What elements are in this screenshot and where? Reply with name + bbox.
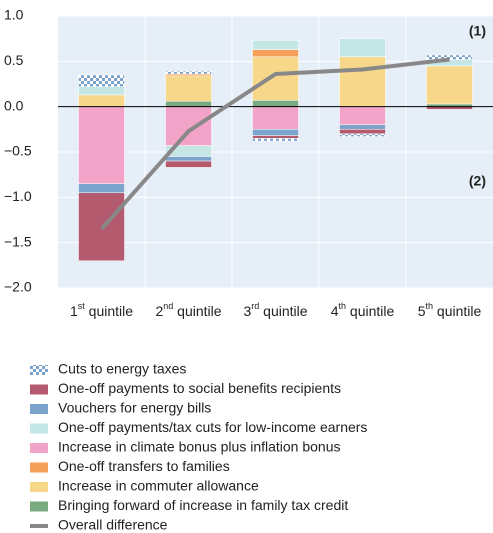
bar-segment bbox=[252, 129, 299, 136]
bar-segment bbox=[339, 106, 386, 126]
bar-segment bbox=[252, 135, 299, 139]
legend-label: One-off payments/tax cuts for low-income… bbox=[58, 419, 367, 435]
x-tick-label: 1st quintile bbox=[70, 301, 133, 318]
bar-segment bbox=[252, 49, 299, 58]
legend-item: Increase in climate bonus plus inflation… bbox=[30, 439, 341, 455]
bar-segment bbox=[252, 106, 299, 130]
line bbox=[100, 57, 450, 231]
legend-item: Vouchers for energy bills bbox=[30, 400, 211, 416]
bar-segment bbox=[339, 56, 386, 107]
legend-item: One-off payments to social benefits reci… bbox=[30, 380, 341, 396]
bar-segment bbox=[426, 65, 473, 105]
annotation: (1) bbox=[469, 23, 486, 39]
legend-label: Bringing forward of increase in family t… bbox=[58, 497, 348, 513]
bar-segment bbox=[252, 138, 299, 142]
bar-segment bbox=[339, 124, 386, 130]
bar-segment bbox=[252, 40, 299, 50]
y-tick-label: 0.5 bbox=[4, 52, 24, 68]
legend-item: Overall difference bbox=[30, 517, 168, 533]
legend-swatch bbox=[30, 423, 48, 434]
legend-swatch bbox=[30, 443, 48, 453]
legend-label: Cuts to energy taxes bbox=[58, 361, 186, 377]
legend-label: Increase in climate bonus plus inflation… bbox=[58, 439, 341, 455]
legend-label: One-off payments to social benefits reci… bbox=[58, 380, 341, 396]
legend-label: One-off transfers to families bbox=[58, 458, 230, 474]
bar-segment bbox=[426, 54, 473, 60]
legend-swatch bbox=[30, 365, 48, 375]
legend-swatch bbox=[30, 482, 48, 492]
legend-item: Bringing forward of increase in family t… bbox=[30, 497, 348, 513]
bar-segment bbox=[78, 86, 125, 96]
legend-label: Overall difference bbox=[58, 517, 168, 533]
legend-item: Cuts to energy taxes bbox=[30, 361, 186, 377]
y-tick-label: −1.0 bbox=[4, 188, 32, 204]
y-tick-label: 1.0 bbox=[4, 7, 24, 23]
legend-swatch bbox=[30, 404, 48, 414]
annotation: (2) bbox=[469, 173, 486, 189]
y-tick-label: 0.0 bbox=[4, 97, 24, 113]
x-tick-label: 4th quintile bbox=[331, 301, 395, 318]
legend-label: Vouchers for energy bills bbox=[58, 400, 211, 416]
bar-segment bbox=[339, 133, 386, 137]
legend-swatch bbox=[30, 384, 48, 395]
y-tick-label: −1.5 bbox=[4, 233, 32, 249]
bar-segment bbox=[165, 160, 212, 168]
x-tick-label: 3rd quintile bbox=[243, 301, 307, 318]
legend-item: Increase in commuter allowance bbox=[30, 478, 259, 494]
y-tick-label: −2.0 bbox=[4, 279, 32, 295]
bar-segment bbox=[165, 75, 212, 102]
legend-item: One-off transfers to families bbox=[30, 458, 230, 474]
x-tick-label: 2nd quintile bbox=[155, 301, 221, 318]
legend-label: Increase in commuter allowance bbox=[58, 478, 259, 494]
legend-item: One-off payments/tax cuts for low-income… bbox=[30, 419, 367, 435]
bar-segment bbox=[165, 106, 212, 146]
bar-segment bbox=[165, 100, 212, 107]
legend-swatch bbox=[30, 462, 48, 473]
bar-segment bbox=[78, 74, 125, 87]
bar-segment bbox=[165, 71, 212, 75]
bar-segment bbox=[339, 38, 386, 58]
bar-segment bbox=[165, 73, 212, 77]
bar-segment bbox=[252, 56, 299, 101]
x-tick-label: 5th quintile bbox=[418, 301, 482, 318]
bar-segment bbox=[339, 129, 386, 135]
y-tick-label: −0.5 bbox=[4, 143, 32, 159]
legend-swatch bbox=[30, 501, 48, 512]
bar-segment bbox=[78, 94, 125, 107]
bar-segment bbox=[252, 100, 299, 107]
bar-segment bbox=[78, 106, 125, 184]
bar-segment bbox=[78, 183, 125, 194]
bar-segment bbox=[165, 156, 212, 162]
